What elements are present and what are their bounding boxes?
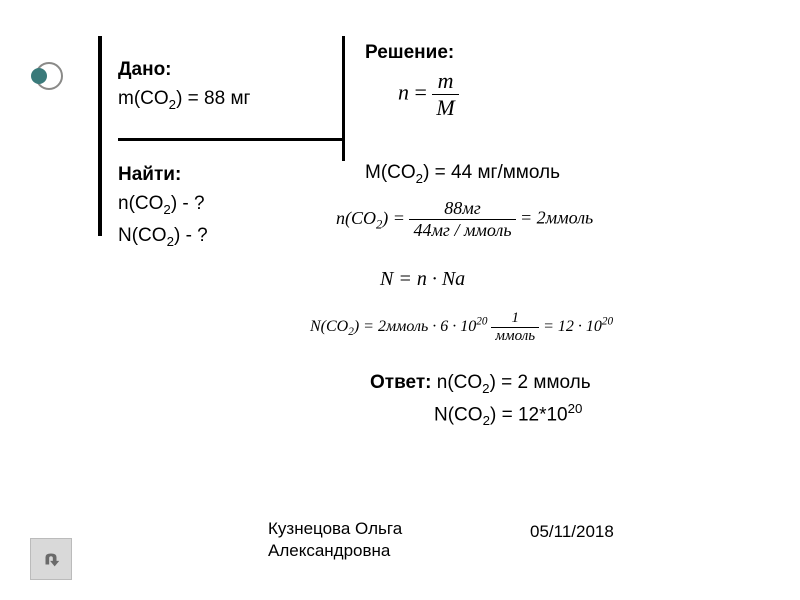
given-mass-line: m(CO2) = 88 мг [118,84,250,115]
left-vertical-rule [98,36,102,236]
calc2-exp2: 20 [602,316,613,328]
calc1-fraction: 88мг 44мг / ммоль [409,198,515,241]
given-mass-pre: m(CO [118,88,169,109]
solution-section: Решение: [365,38,454,67]
find-N-post: ) - ? [174,225,208,246]
calc2-frac-den: ммоль [491,328,539,345]
find-N-pre: N(CO [118,225,167,246]
calc2-lhs: N(CO2) = 2ммоль · 6 · 1020 [310,318,491,335]
calc1-den: 44мг / ммоль [409,220,515,241]
find-section: Найти: n(CO2) - ? N(CO2) - ? [118,160,208,252]
molar-post: ) = 44 мг/ммоль [423,162,560,183]
find-title: Найти: [118,160,208,189]
calc2-result: = 12 · 1020 [539,318,613,335]
answer-label: Ответ: [370,372,437,393]
given-mass-sub: 2 [169,97,176,112]
formula-eq: = [409,80,432,105]
slide-bullet [35,62,63,90]
answer-line2: N(CO2) = 12*1020 [370,399,591,432]
solution-title: Решение: [365,38,454,67]
calc2-lhs-pre: N(CO [310,318,348,335]
given-solution-divider-vertical [342,36,345,161]
formula-den: M [432,95,458,121]
formula-n-var: n [398,80,409,105]
answer1-pre: n(CO [437,372,482,393]
molar-sub: 2 [416,171,423,186]
formula-num: m [432,68,458,94]
answer2-post: ) = 12*10 [490,405,568,426]
formula-fraction: m M [432,68,458,121]
find-N-sub: 2 [167,234,174,249]
calc1-lhs-post: ) = [382,208,409,228]
answer1-sub: 2 [482,381,489,396]
answer2-pre: N(CO [434,405,483,426]
back-button[interactable] [30,538,72,580]
answer1-post: ) = 2 ммоль [490,372,591,393]
molar-pre: M(CO [365,162,416,183]
given-title: Дано: [118,55,250,84]
calc1-result: = 2ммоль [516,208,594,228]
formula-N-equals-n-Na: N = n · Na [380,268,465,291]
given-find-divider-horizontal [118,138,343,141]
find-n-post: ) - ? [171,193,205,214]
footer-author-line2: Александровна [268,540,402,562]
calc1-num: 88мг [409,198,515,219]
find-n-line: n(CO2) - ? [118,189,208,220]
given-section: Дано: m(CO2) = 88 мг [118,55,250,116]
calc1-lhs: n(CO2) = [336,208,409,228]
answer-section: Ответ: n(CO2) = 2 ммоль N(CO2) = 12*1020 [370,368,591,432]
calc2-frac-num: 1 [491,310,539,327]
footer-author-line1: Кузнецова Ольга [268,518,402,540]
answer2-sub: 2 [483,414,490,429]
calculation-N-CO2: N(CO2) = 2ммоль · 6 · 1020 1 ммоль = 12 … [310,310,613,345]
molar-mass-line: M(CO2) = 44 мг/ммоль [365,158,560,189]
answer-line1: Ответ: n(CO2) = 2 ммоль [370,368,591,399]
footer-date: 05/11/2018 [530,522,614,542]
find-n-sub: 2 [163,202,170,217]
calculation-n-CO2: n(CO2) = 88мг 44мг / ммоль = 2ммоль [336,198,593,241]
u-turn-arrow-icon [40,551,62,567]
find-N-line: N(CO2) - ? [118,221,208,252]
formula-n-equals-m-over-M: n = m M [398,68,459,121]
calc1-lhs-pre: n(CO [336,208,376,228]
calc2-exp1: 20 [476,316,487,328]
find-n-pre: n(CO [118,193,163,214]
footer-author: Кузнецова Ольга Александровна [268,518,402,562]
given-mass-post: ) = 88 мг [176,88,250,109]
calc2-lhs-post: ) = 2ммоль · 6 · 10 [354,318,476,335]
calc2-fraction: 1 ммоль [491,310,539,345]
bullet-inner-dot [31,68,47,84]
answer2-exp: 20 [568,401,583,416]
calc2-res-pre: = 12 · 10 [543,318,602,335]
